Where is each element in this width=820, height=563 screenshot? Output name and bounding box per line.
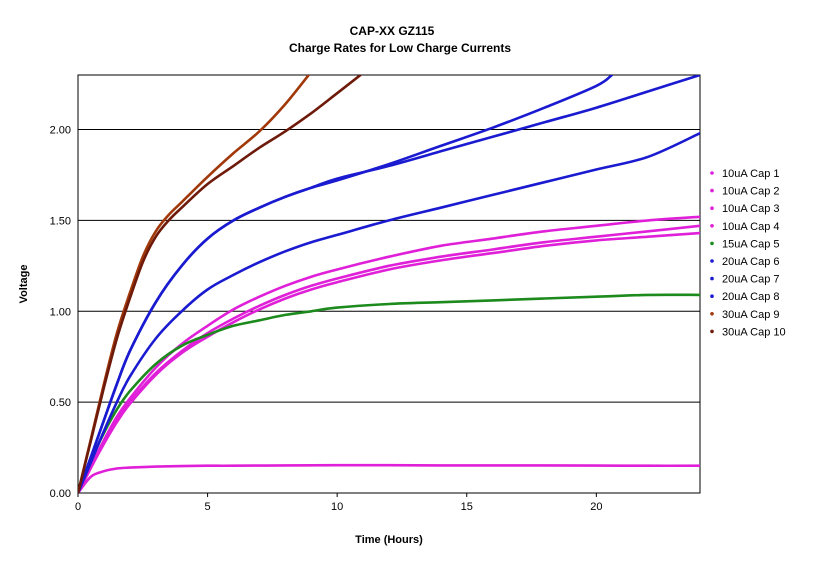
x-tick-label: 20 (590, 501, 602, 513)
legend-entry: 30uA Cap 10 (722, 326, 786, 338)
legend-entry: 30uA Cap 9 (722, 309, 780, 321)
legend-entry: 20uA Cap 8 (722, 291, 780, 303)
legend-marker (710, 276, 714, 281)
series-line-4 (78, 231, 700, 493)
series-line-7 (78, 75, 614, 493)
series-line-1 (78, 463, 700, 493)
legend-marker (710, 224, 714, 228)
series-line-3 (78, 215, 700, 493)
legend-entry: 10uA Cap 3 (722, 203, 780, 215)
legend-marker (710, 188, 714, 193)
plot-frame (77, 74, 701, 494)
series-line-8 (78, 75, 700, 493)
y-tick-labels: 0.00 0.50 1.00 1.50 2.00 (50, 125, 71, 500)
legend-entry: 20uA Cap 6 (722, 256, 780, 268)
x-tick-label: 5 (205, 501, 211, 513)
series-line-6 (78, 131, 700, 493)
y-tick-label: 1.50 (50, 215, 71, 227)
y-tick-label: 2.00 (50, 125, 71, 137)
legend-marker (710, 294, 714, 299)
chart-title: CAP-XX GZ115 (350, 24, 435, 38)
legend-marker (710, 259, 714, 263)
chart-subtitle: Charge Rates for Low Charge Currents (289, 41, 511, 55)
legend-marker (710, 241, 714, 246)
x-axis-label: Time (Hours) (355, 534, 423, 546)
series-line-5 (78, 293, 700, 493)
y-tick-label: 0.50 (50, 397, 71, 409)
x-tick-label: 10 (331, 501, 343, 513)
y-tick-label: 1.00 (50, 306, 71, 318)
y-tick-label: 0.00 (50, 488, 71, 500)
y-axis-label: Voltage (18, 265, 30, 304)
x-tick-label: 0 (75, 501, 81, 513)
x-tick-labels: 0 5 10 15 20 (75, 493, 602, 513)
legend-marker (710, 171, 714, 175)
legend: 10uA Cap 1 10uA Cap 2 10uA Cap 3 10uA Cap 4… (710, 168, 786, 338)
legend-marker (710, 329, 714, 334)
legend-entry: 15uA Cap 5 (722, 238, 780, 250)
legend-marker (710, 312, 714, 316)
legend-marker (710, 206, 714, 210)
series-lines (78, 75, 700, 493)
legend-entry: 10uA Cap 1 (722, 168, 780, 180)
legend-entry: 20uA Cap 7 (722, 274, 780, 286)
series-line-10 (78, 75, 362, 493)
legend-entry: 10uA Cap 4 (722, 221, 780, 233)
x-tick-label: 15 (461, 501, 473, 513)
legend-entry: 10uA Cap 2 (722, 186, 780, 198)
